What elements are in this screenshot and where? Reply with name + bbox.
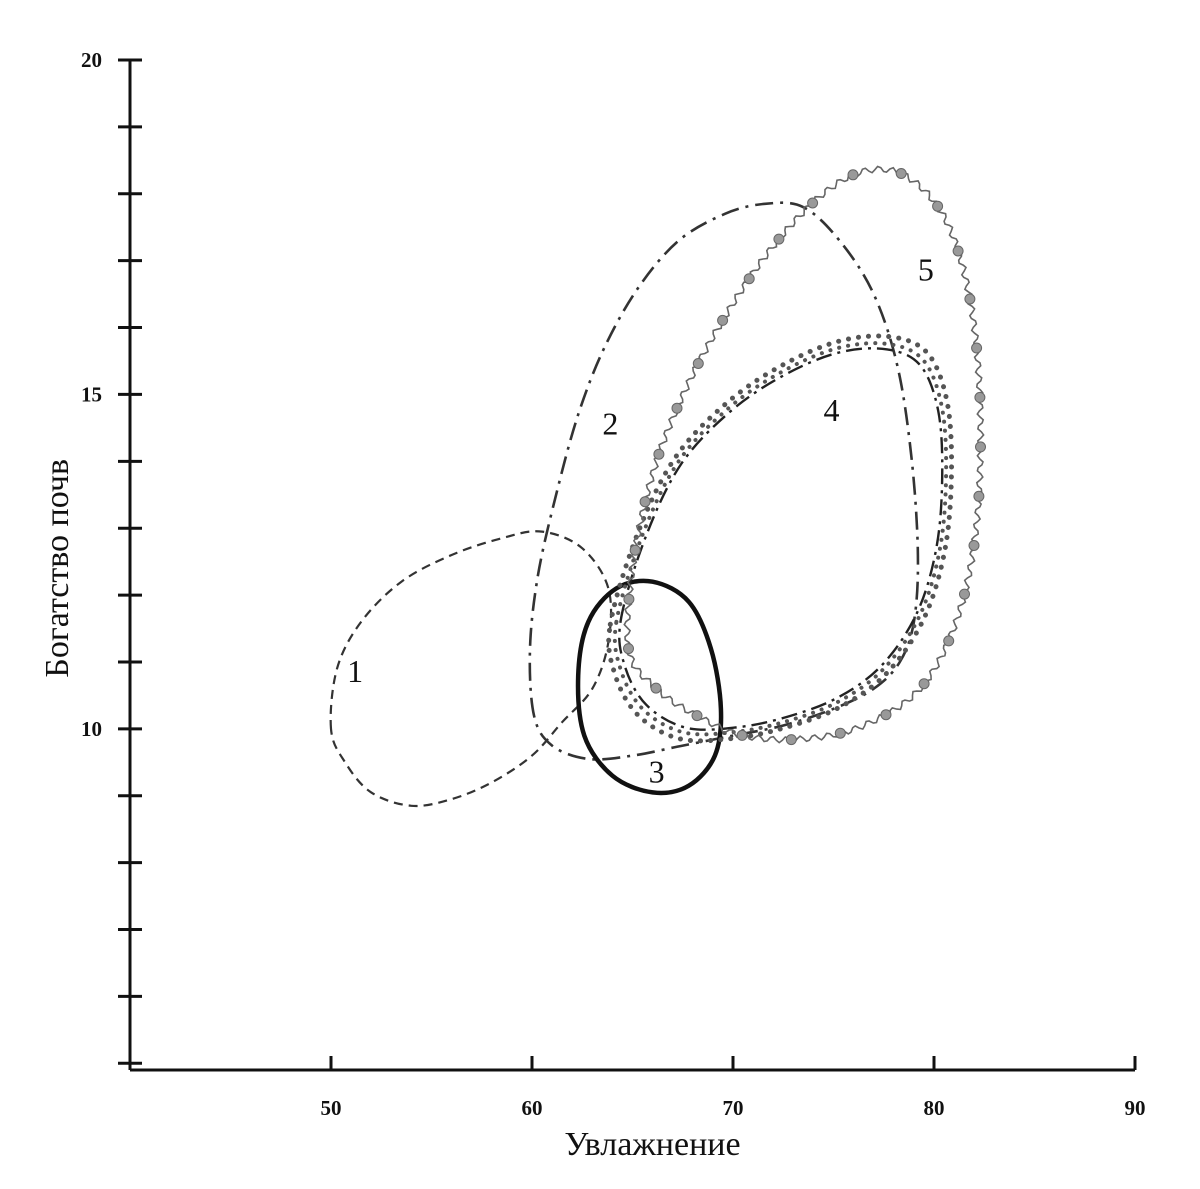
series-5-dot [773, 233, 785, 245]
series-5-dot [717, 314, 729, 326]
series-5-dot [736, 729, 748, 741]
series-2-line [528, 201, 920, 761]
series-5-dot [692, 358, 704, 369]
x-tick-label: 80 [924, 1096, 945, 1120]
series-5-dot [639, 496, 651, 508]
series-5-dot [629, 544, 641, 556]
series-2-contour [528, 201, 920, 761]
y-tick-label: 20 [81, 48, 102, 72]
series-5-dot [968, 540, 980, 551]
x-axis-title: Увлажнение [564, 1126, 740, 1163]
series-5-dot [691, 710, 703, 722]
series-4-dotted-line-2 [612, 341, 949, 737]
y-tick-label: 15 [81, 382, 102, 406]
series-1-contour [329, 530, 613, 808]
series-5-dot [743, 273, 755, 285]
series-5-dot [918, 678, 930, 690]
series-5-dot [807, 197, 819, 209]
series-5-dot [959, 588, 970, 600]
series-5-dot [952, 245, 964, 257]
x-tick-label: 90 [1125, 1096, 1146, 1120]
series-3-line [575, 578, 724, 796]
series-5-dot [975, 441, 986, 453]
series-5-contour [623, 165, 986, 746]
series-5-dot [973, 490, 985, 502]
series-4-label: 4 [823, 392, 839, 428]
series-5-dot [785, 734, 797, 746]
series-1-line [329, 530, 613, 808]
x-tick-label: 70 [723, 1096, 744, 1120]
series-3-label: 3 [649, 753, 665, 789]
series-5-dot [623, 643, 634, 655]
series-5-dot [653, 448, 665, 460]
series-5-dot [971, 342, 983, 354]
series-3-contour [575, 578, 724, 796]
series-5-dot [671, 402, 683, 414]
series-5-dot [880, 709, 892, 721]
y-tick-label: 10 [81, 717, 102, 741]
series-5-dot [964, 293, 976, 305]
x-tick-label: 50 [321, 1096, 342, 1120]
series-5-dot [650, 682, 662, 694]
series-5-label: 5 [918, 252, 934, 288]
series-5-dot [932, 200, 944, 212]
series-5-dot [943, 635, 955, 647]
series-5-dot [847, 169, 859, 181]
series-5-dot [974, 391, 986, 403]
x-tick-label: 60 [522, 1096, 543, 1120]
series-2-label: 2 [602, 406, 618, 442]
series-1-label: 1 [347, 653, 363, 689]
series-5-dot [834, 727, 846, 739]
y-axis-title: Богатство почв [39, 459, 76, 678]
series-4-dotted-line [606, 333, 955, 744]
series-5-dot [623, 593, 635, 605]
plot-area [329, 165, 986, 808]
series-4-contour [606, 333, 955, 744]
series-5-dot [895, 168, 907, 179]
series-labels: 1 2 3 4 5 [347, 252, 934, 790]
series-4-dashdot-line [618, 347, 944, 731]
